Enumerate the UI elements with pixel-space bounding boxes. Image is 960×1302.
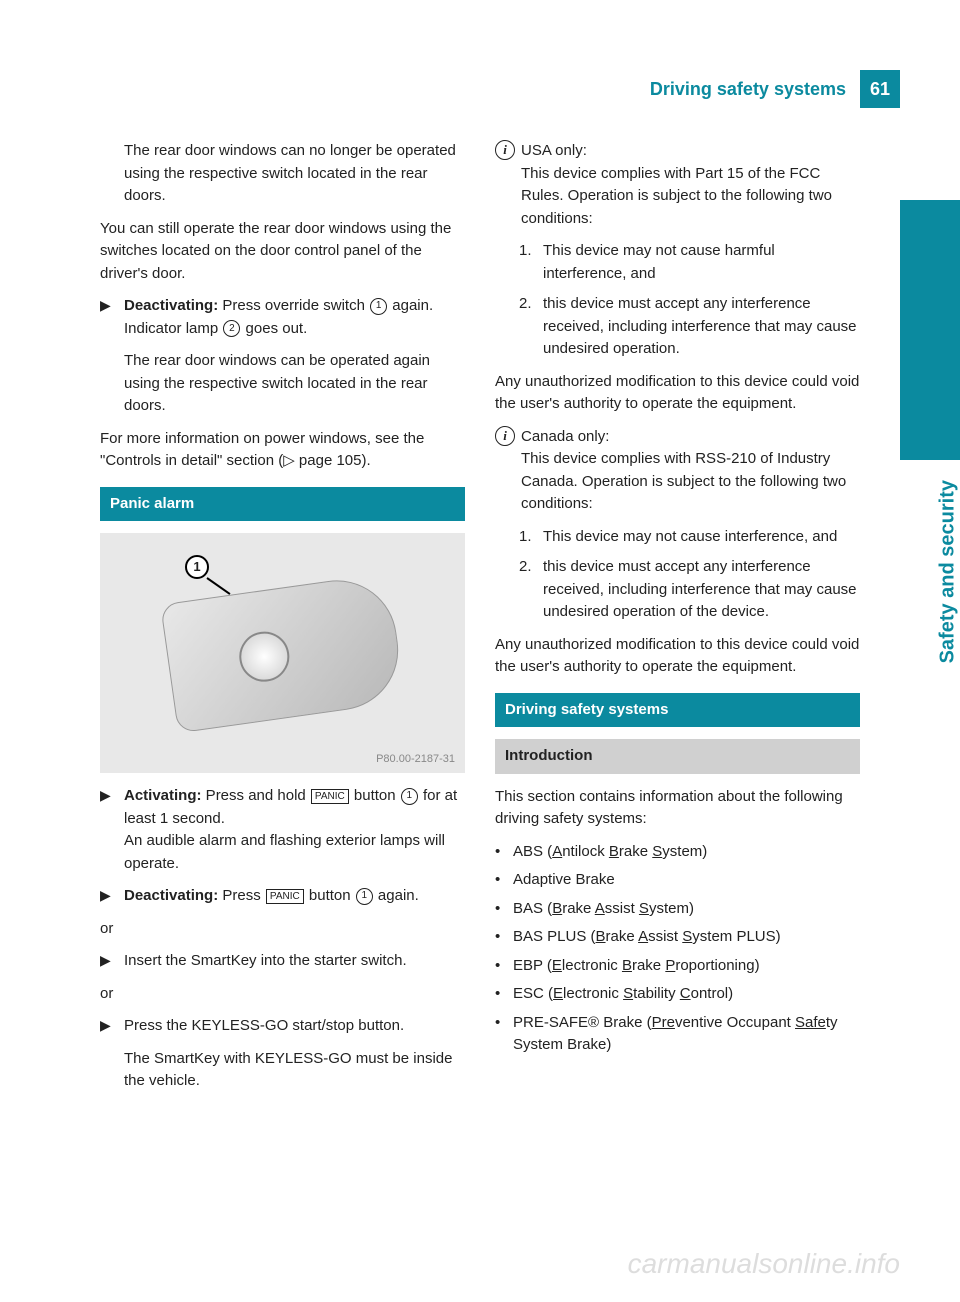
list-item: ▶ Press the KEYLESS-GO start/stop button… bbox=[100, 1015, 465, 1038]
list-text: Activating: Press and hold PANIC button … bbox=[124, 785, 465, 875]
list-item: •BAS (Brake Assist System) bbox=[495, 898, 860, 921]
header-title: Driving safety systems bbox=[650, 70, 860, 108]
list-item: •ABS (Antilock Brake System) bbox=[495, 841, 860, 864]
ref-circle-icon: 1 bbox=[370, 298, 387, 315]
triangle-icon: ▶ bbox=[100, 950, 124, 973]
list-item: ▶ Insert the SmartKey into the starter s… bbox=[100, 950, 465, 973]
label: Activating: bbox=[124, 787, 202, 804]
list-text: this device must accept any interference… bbox=[543, 556, 860, 624]
triangle-icon: ▶ bbox=[100, 785, 124, 875]
list-text: ESC (Electronic Stability Control) bbox=[513, 983, 733, 1006]
body-text: Any unauthorized modification to this de… bbox=[495, 634, 860, 679]
info-icon: i bbox=[495, 140, 515, 160]
list-item: 2. this device must accept any interfere… bbox=[519, 293, 860, 361]
list-text: Deactivating: Press override switch 1 ag… bbox=[124, 295, 465, 340]
ref-circle-icon: 1 bbox=[356, 888, 373, 905]
list-item: •EBP (Electronic Brake Proportioning) bbox=[495, 955, 860, 978]
panic-button-icon: PANIC bbox=[311, 789, 349, 804]
list-number: 1. bbox=[519, 240, 543, 285]
side-label: Safety and security bbox=[936, 480, 959, 663]
key-logo-icon bbox=[236, 628, 292, 684]
list-text: Adaptive Brake bbox=[513, 869, 615, 892]
left-column: The rear door windows can no longer be o… bbox=[100, 140, 465, 1103]
triangle-icon: ▶ bbox=[100, 885, 124, 908]
list-text: This device may not cause interference, … bbox=[543, 526, 837, 549]
list-item: ▶ Deactivating: Press PANIC button 1 aga… bbox=[100, 885, 465, 908]
info-text: Canada only: This device complies with R… bbox=[521, 426, 860, 516]
label: Deactivating: bbox=[124, 297, 218, 314]
info-icon: i bbox=[495, 426, 515, 446]
section-heading: Panic alarm bbox=[100, 487, 465, 522]
list-item: •BAS PLUS (Brake Assist System PLUS) bbox=[495, 926, 860, 949]
list-text: Deactivating: Press PANIC button 1 again… bbox=[124, 885, 465, 908]
body-text: or bbox=[100, 983, 465, 1006]
ref-circle-icon: 1 bbox=[401, 788, 418, 805]
smartkey-illustration bbox=[160, 573, 406, 734]
body-text: Any unauthorized modification to this de… bbox=[495, 371, 860, 416]
bullet-icon: • bbox=[495, 955, 513, 978]
body-text: The rear door windows can be operated ag… bbox=[100, 350, 465, 418]
panic-button-icon: PANIC bbox=[266, 889, 304, 904]
section-heading: Driving safety systems bbox=[495, 693, 860, 728]
list-text: Insert the SmartKey into the starter swi… bbox=[124, 950, 465, 973]
callout-1: 1 bbox=[185, 555, 209, 579]
watermark: carmanualsonline.info bbox=[628, 1248, 900, 1280]
list-text: Press the KEYLESS-GO start/stop button. bbox=[124, 1015, 465, 1038]
list-text: PRE-SAFE® Brake (Preventive Occupant Saf… bbox=[513, 1012, 860, 1057]
page-number: 61 bbox=[860, 70, 900, 108]
callout-line bbox=[206, 577, 230, 595]
list-text: BAS PLUS (Brake Assist System PLUS) bbox=[513, 926, 781, 949]
list-text: EBP (Electronic Brake Proportioning) bbox=[513, 955, 760, 978]
list-text: this device must accept any interference… bbox=[543, 293, 860, 361]
body-text: This section contains information about … bbox=[495, 786, 860, 831]
figure-code: P80.00-2187-31 bbox=[376, 751, 455, 768]
bullet-icon: • bbox=[495, 841, 513, 864]
list-item: •Adaptive Brake bbox=[495, 869, 860, 892]
list-number: 1. bbox=[519, 526, 543, 549]
body-text: You can still operate the rear door wind… bbox=[100, 218, 465, 286]
bullet-icon: • bbox=[495, 1012, 513, 1057]
body-text: The rear door windows can no longer be o… bbox=[100, 140, 465, 208]
key-figure: 1 P80.00-2187-31 bbox=[100, 533, 465, 773]
triangle-icon: ▶ bbox=[100, 1015, 124, 1038]
list-item: 2. this device must accept any interfere… bbox=[519, 556, 860, 624]
list-number: 2. bbox=[519, 556, 543, 624]
ref-circle-icon: 2 bbox=[223, 320, 240, 337]
bullet-list: •ABS (Antilock Brake System)•Adaptive Br… bbox=[495, 841, 860, 1057]
bullet-icon: • bbox=[495, 926, 513, 949]
body-text: For more information on power windows, s… bbox=[100, 428, 465, 473]
list-item: ▶ Deactivating: Press override switch 1 … bbox=[100, 295, 465, 340]
ordered-list: 1. This device may not cause harmful int… bbox=[495, 240, 860, 361]
list-item: •PRE-SAFE® Brake (Preventive Occupant Sa… bbox=[495, 1012, 860, 1057]
list-text: This device may not cause harmful interf… bbox=[543, 240, 860, 285]
ordered-list: 1. This device may not cause interferenc… bbox=[495, 526, 860, 624]
list-number: 2. bbox=[519, 293, 543, 361]
list-item: 1. This device may not cause interferenc… bbox=[519, 526, 860, 549]
side-tab bbox=[900, 200, 960, 460]
subsection-heading: Introduction bbox=[495, 739, 860, 774]
manual-page: Driving safety systems 61 Safety and sec… bbox=[0, 0, 960, 1302]
list-text: ABS (Antilock Brake System) bbox=[513, 841, 707, 864]
list-text: BAS (Brake Assist System) bbox=[513, 898, 694, 921]
list-item: •ESC (Electronic Stability Control) bbox=[495, 983, 860, 1006]
content-columns: The rear door windows can no longer be o… bbox=[100, 140, 860, 1103]
page-header: Driving safety systems 61 bbox=[650, 70, 900, 108]
triangle-icon: ▶ bbox=[100, 295, 124, 340]
list-item: ▶ Activating: Press and hold PANIC butto… bbox=[100, 785, 465, 875]
bullet-icon: • bbox=[495, 869, 513, 892]
list-item: 1. This device may not cause harmful int… bbox=[519, 240, 860, 285]
label: Deactivating: bbox=[124, 887, 218, 904]
right-column: i USA only: This device complies with Pa… bbox=[495, 140, 860, 1103]
body-text: or bbox=[100, 918, 465, 941]
info-block: i Canada only: This device complies with… bbox=[495, 426, 860, 516]
bullet-icon: • bbox=[495, 898, 513, 921]
body-text: The SmartKey with KEYLESS-GO must be ins… bbox=[100, 1048, 465, 1093]
info-text: USA only: This device complies with Part… bbox=[521, 140, 860, 230]
info-block: i USA only: This device complies with Pa… bbox=[495, 140, 860, 230]
bullet-icon: • bbox=[495, 983, 513, 1006]
